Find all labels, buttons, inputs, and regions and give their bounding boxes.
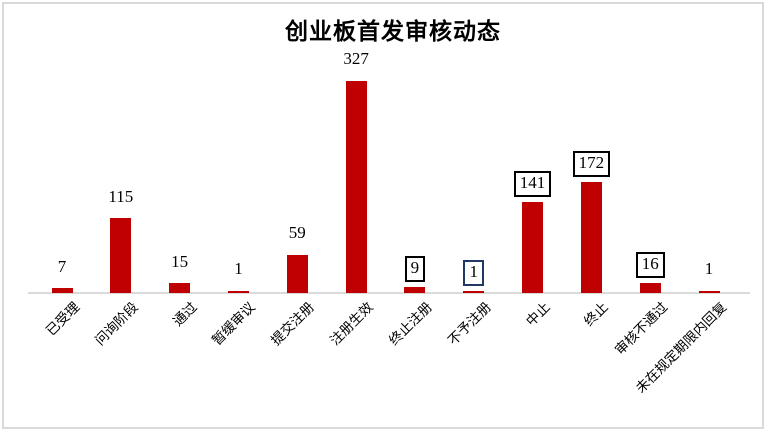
bar-value-label: 1: [463, 260, 484, 286]
bar-column: 9: [385, 0, 445, 293]
bar-column: 327: [326, 0, 386, 293]
x-axis-line: [28, 292, 750, 294]
bar-value-label: 141: [513, 170, 552, 197]
bar-value-label: 327: [343, 49, 369, 69]
bar: [169, 283, 191, 293]
bar-column: 15: [150, 0, 210, 293]
bar: [639, 282, 661, 293]
bar: [227, 291, 249, 293]
bar-column: 7: [32, 0, 92, 293]
bar: [51, 288, 73, 293]
bar: [404, 287, 426, 293]
bar-column: 172: [561, 0, 621, 293]
x-axis-category-label: 已受理: [42, 299, 82, 339]
bar-column: 1: [444, 0, 504, 293]
bar-value-label: 15: [171, 251, 189, 271]
x-axis-category-label: 提交注册: [268, 299, 318, 349]
bar-value-label: 1: [704, 259, 714, 279]
bar-column: 59: [267, 0, 327, 293]
bar-value-label: 9: [404, 256, 426, 283]
bar-value-label: 16: [635, 251, 665, 278]
x-axis-category-label: 中止: [522, 299, 553, 329]
bar: [522, 201, 544, 293]
chart-title: 创业板首发审核动态: [285, 19, 501, 44]
bar-column: 141: [503, 0, 563, 293]
x-axis-category-label: 注册生效: [327, 299, 377, 349]
bar: [463, 291, 485, 293]
bar-value-label: 115: [108, 186, 134, 206]
bar: [345, 81, 367, 293]
x-axis-category-label: 通过: [169, 299, 200, 329]
x-axis-category-label: 问询阶段: [91, 299, 141, 349]
x-axis-category-label: 暂缓审议: [209, 299, 259, 349]
bar-value-label: 1: [234, 259, 243, 279]
bar-column: 16: [620, 0, 680, 293]
bar-column: 115: [91, 0, 151, 293]
bar-column: 1: [679, 0, 739, 293]
bar-value-label: 59: [288, 223, 306, 243]
x-axis-category-label: 审核不通过: [611, 299, 671, 358]
bar: [110, 218, 132, 293]
bar: [698, 291, 720, 293]
bar-value-label: 7: [57, 256, 67, 276]
bar-column: 1: [208, 0, 268, 293]
x-axis-category-label: 不予注册: [444, 299, 494, 349]
x-axis-category-label: 终止注册: [386, 299, 435, 349]
x-axis-category-label: 终止: [581, 299, 612, 329]
bar: [286, 254, 308, 293]
bar-value-label: 172: [572, 150, 611, 177]
bar: [580, 181, 602, 293]
